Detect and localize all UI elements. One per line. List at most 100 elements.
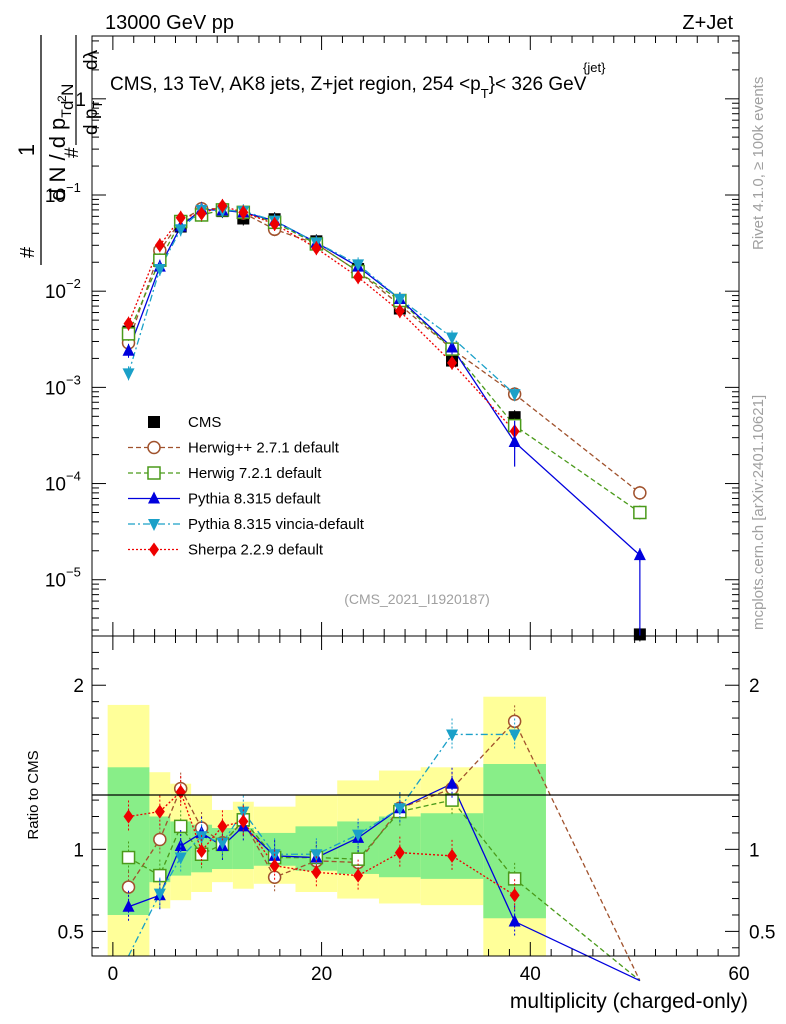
- xtick-label: 60: [728, 964, 749, 985]
- main-axis-ticks: 110−110−210−310−410−5: [45, 36, 740, 636]
- ratio-point: [121, 850, 136, 865]
- ratio-point: [174, 852, 187, 865]
- ratio-line-3: [127, 733, 515, 957]
- ratio-ytick-label-left: 1: [73, 840, 84, 861]
- ratio-point: [447, 848, 458, 863]
- legend-label: Pythia 8.315 default: [188, 491, 321, 508]
- ratio-point: [267, 870, 282, 884]
- ratio-point: [237, 806, 250, 819]
- main-ytick-label: 10: [45, 475, 66, 496]
- ratio-point: [122, 899, 135, 912]
- ylabel-hash: #: [17, 246, 39, 258]
- ratio-point: [507, 714, 522, 729]
- ratio-point: [311, 865, 322, 880]
- plot-title: CMS, 13 TeV, AK8 jets, Z+jet region, 254…: [110, 74, 587, 101]
- plot-title-sup: {jet}: [583, 60, 606, 75]
- ratio-axis-ticks: 0.5 0.51 12 20 20 40 60: [58, 636, 775, 985]
- main-point: [393, 293, 406, 306]
- ratio-point: [217, 819, 228, 834]
- main-ytick-exp: −3: [66, 372, 81, 387]
- ratio-point: [195, 831, 208, 844]
- ylabel-dpt-text: d p: [81, 109, 102, 135]
- ratio-point: [445, 793, 459, 807]
- ratio-point: [446, 729, 459, 742]
- legend-label: Herwig++ 2.7.1 default: [188, 440, 340, 457]
- mcplots-credit: mcplots.cern.ch [arXiv:2401.10621]: [750, 395, 767, 630]
- plot-title-sub: T: [481, 86, 489, 101]
- ylabel-denominator: d N / d pT: [45, 109, 74, 201]
- ratio-uncertainty-bands: [107, 696, 546, 956]
- plot-title-main: CMS, 13 TeV, AK8 jets, Z+jet region, 254…: [110, 74, 481, 95]
- main-point: [508, 389, 521, 402]
- ratio-point: [394, 845, 405, 860]
- legend-label: CMS: [188, 414, 221, 431]
- ratio-point: [446, 776, 459, 789]
- ratio-ytick-label-right: 1: [749, 840, 760, 861]
- main-ytick-exp: −4: [66, 469, 81, 484]
- ratio-point: [351, 852, 365, 866]
- ratio-point: [310, 849, 323, 862]
- legend-marker: [148, 519, 160, 531]
- main-point: [633, 505, 647, 520]
- main-point: [269, 216, 280, 231]
- legend-label: Herwig 7.2.1 default: [188, 465, 322, 482]
- main-point: [153, 264, 166, 277]
- ylabel-dpt-sub: T: [90, 101, 105, 109]
- main-point: [447, 355, 458, 370]
- xtick-label: 20: [311, 964, 332, 985]
- ratio-point: [153, 832, 167, 847]
- ratio-point: [174, 839, 187, 852]
- main-ytick-exp: −5: [66, 565, 81, 580]
- main-ytick-label: 10: [45, 186, 66, 207]
- main-ylabel: 1 # d N / d pT # d N 2 d pT dλ: [14, 35, 105, 265]
- main-point: [174, 224, 187, 237]
- ratio-series-markers: [121, 705, 522, 938]
- main-point: [175, 210, 186, 225]
- ylabel-dlambda: dλ: [81, 49, 102, 70]
- main-point: [196, 206, 207, 221]
- legend-marker: [147, 466, 161, 480]
- main-ytick-exp: −1: [66, 180, 81, 195]
- main-point: [633, 486, 647, 500]
- main-ytick-exp: −2: [66, 276, 81, 291]
- ratio-point: [508, 914, 521, 927]
- ratio-point: [508, 729, 521, 742]
- legend-marker: [149, 542, 159, 557]
- ratio-point: [154, 804, 165, 819]
- xtick-label: 0: [108, 964, 119, 985]
- ratio-point: [173, 819, 188, 834]
- ratio-point: [507, 872, 522, 886]
- ratio-point: [393, 803, 406, 816]
- legend-marker: [148, 416, 160, 428]
- ylabel-hash-2: #: [62, 147, 83, 158]
- ratio-point: [153, 868, 167, 883]
- main-point: [446, 340, 459, 353]
- ratio-frame: [91, 635, 740, 957]
- main-point: [394, 304, 405, 319]
- main-point: [352, 259, 365, 272]
- main-point: [154, 238, 165, 253]
- legend-label: Pythia 8.315 vincia-default: [188, 516, 365, 533]
- main-point: [446, 332, 459, 345]
- xlabel: multiplicity (charged-only): [510, 990, 748, 1013]
- ylabel-numerator-exp: 2: [55, 95, 69, 102]
- plot-title-tail: }< 326 GeV: [489, 74, 587, 95]
- header-process: Z+Jet: [682, 12, 733, 34]
- ratio-point: [509, 888, 520, 903]
- ylabel-dpt: d pT: [81, 101, 105, 135]
- main-point: [353, 270, 364, 285]
- ratio-point: [123, 809, 134, 824]
- legend: CMS Herwig++ 2.7.1 default Herwig 7.2.1 de…: [128, 414, 365, 559]
- ylabel-one: 1: [14, 144, 39, 156]
- main-point: [311, 241, 322, 256]
- legend-marker: [148, 491, 160, 504]
- ratio-band-inner: [232, 828, 254, 870]
- main-point: [217, 198, 228, 213]
- ratio-point: [353, 868, 364, 883]
- main-line-4: [127, 209, 516, 395]
- main-ytick-label: 10: [45, 378, 66, 399]
- ratio-ytick-label-left: 0.5: [58, 922, 84, 943]
- ylabel-denominator-text: d N / d p: [45, 118, 70, 201]
- ylabel-numerator: d N: [58, 84, 77, 110]
